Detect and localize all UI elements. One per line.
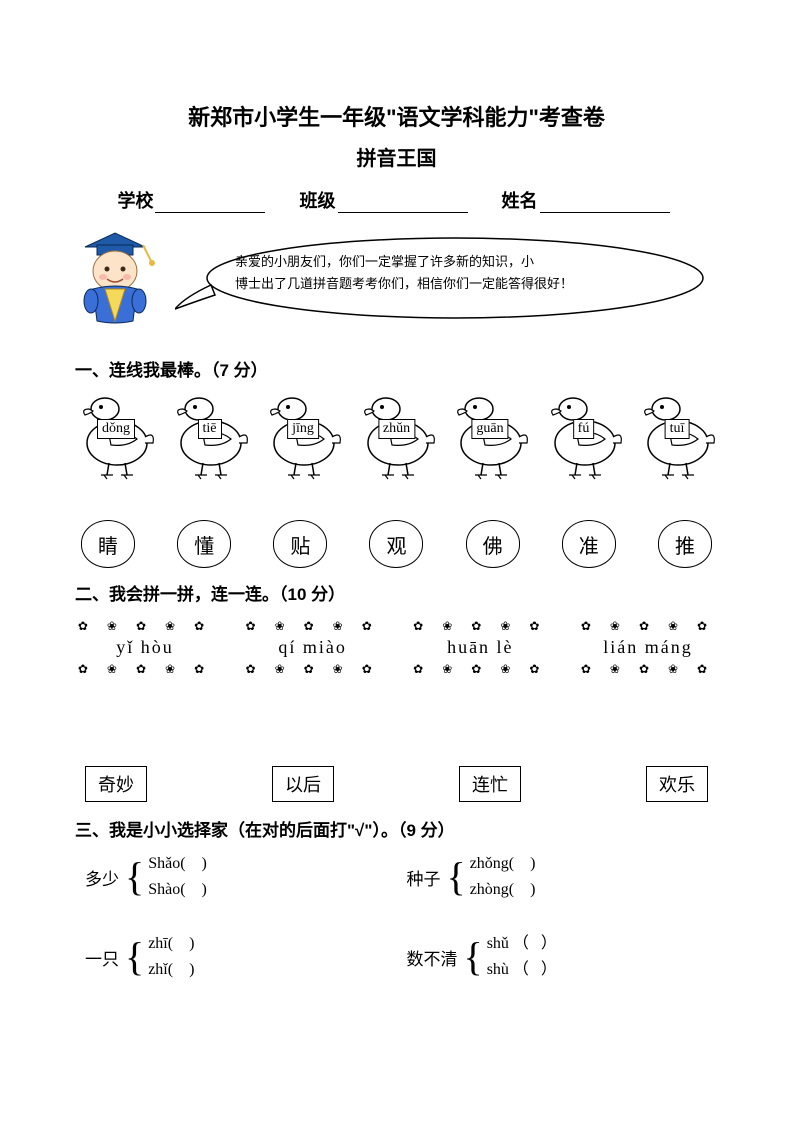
flower-box: ✿ ❀ ✿ ❀ ✿ ❀ ✿ lián máng ✿ ❀ ✿ ❀ ✿ ❀ ✿ xyxy=(578,619,718,676)
flower-pinyin: huān lè xyxy=(410,633,550,662)
duck-pinyin: dǒng xyxy=(97,419,135,439)
q3-option[interactable]: shù （ ） xyxy=(487,957,557,983)
duck-pinyin: tiē xyxy=(198,419,222,439)
bubble-line1: 亲爱的小朋友们，你们一定掌握了许多新的知识，小 xyxy=(235,251,615,273)
q3-word: 数不清 xyxy=(407,945,458,970)
q3-option[interactable]: Shào( ) xyxy=(148,877,207,903)
duck-item: jīng xyxy=(262,395,344,486)
q3-word: 种子 xyxy=(407,865,441,890)
section1-head: 一、连线我最棒。（7 分） xyxy=(75,356,718,381)
page-subtitle: 拼音王国 xyxy=(75,142,718,171)
q3-option[interactable]: zhòng( ) xyxy=(470,877,536,903)
brace-icon: { xyxy=(125,857,144,897)
q3-item: 种子 { zhǒng( ) zhòng( ) xyxy=(397,851,719,903)
duck-item: fú xyxy=(543,395,625,486)
class-blank[interactable] xyxy=(338,194,468,213)
char-circle: 佛 xyxy=(466,520,520,568)
name-label: 姓名 xyxy=(502,191,538,211)
school-blank[interactable] xyxy=(155,194,265,213)
duck-item: zhǔn xyxy=(356,395,438,486)
duck-pinyin: jīng xyxy=(287,419,319,439)
q3-option[interactable]: zhǒng( ) xyxy=(470,851,536,877)
word-box: 以后 xyxy=(272,766,334,802)
char-circle: 推 xyxy=(658,520,712,568)
char-circle: 睛 xyxy=(81,520,135,568)
char-circle: 观 xyxy=(369,520,423,568)
word-box: 连忙 xyxy=(459,766,521,802)
q3-item: 一只 { zhī( ) zhǐ( ) xyxy=(75,931,397,983)
q3-option[interactable]: zhī( ) xyxy=(148,931,194,957)
section2-head: 二、我会拼一拼，连一连。（10 分） xyxy=(75,580,718,605)
mascot-icon xyxy=(75,225,165,330)
school-label: 学校 xyxy=(117,191,153,211)
q3-option[interactable]: zhǐ( ) xyxy=(148,957,194,983)
speech-bubble: 亲爱的小朋友们，你们一定掌握了许多新的知识，小 博士出了几道拼音题考考你们，相信… xyxy=(175,235,705,321)
section3-head: 三、我是小小选择家（在对的后面打"√"）。（9 分） xyxy=(75,816,718,841)
flower-box: ✿ ❀ ✿ ❀ ✿ ❀ ✿ qí miào ✿ ❀ ✿ ❀ ✿ ❀ ✿ xyxy=(243,619,383,676)
brace-icon: { xyxy=(464,937,483,977)
brace-icon: { xyxy=(447,857,466,897)
q3-item: 数不清 { shǔ （ ） shù （ ） xyxy=(397,931,719,983)
brace-icon: { xyxy=(125,937,144,977)
q3-option[interactable]: Shǎo( ) xyxy=(148,851,207,877)
duck-pinyin: fú xyxy=(573,419,595,439)
duck-pinyin: tuī xyxy=(665,419,690,439)
flower-pinyin: lián máng xyxy=(578,633,718,662)
duck-item: tuī xyxy=(636,395,718,486)
char-circle: 准 xyxy=(562,520,616,568)
word-box: 奇妙 xyxy=(85,766,147,802)
q3-option[interactable]: shǔ （ ） xyxy=(487,931,557,957)
class-label: 班级 xyxy=(300,191,336,211)
name-blank[interactable] xyxy=(540,194,670,213)
page-title: 新郑市小学生一年级"语文学科能力"考查卷 xyxy=(75,100,718,132)
duck-pinyin: guān xyxy=(471,419,508,439)
duck-item: tiē xyxy=(169,395,251,486)
bubble-line2: 博士出了几道拼音题考考你们，相信你们一定能答得很好！ xyxy=(235,273,615,295)
q3-item: 多少 { Shǎo( ) Shào( ) xyxy=(75,851,397,903)
info-line: 学校 班级 姓名 xyxy=(75,187,718,213)
flower-pinyin: yǐ hòu xyxy=(75,633,215,662)
duck-item: dǒng xyxy=(75,395,157,486)
q3-word: 一只 xyxy=(85,945,119,970)
duck-pinyin: zhǔn xyxy=(378,419,415,439)
flower-box: ✿ ❀ ✿ ❀ ✿ ❀ ✿ yǐ hòu ✿ ❀ ✿ ❀ ✿ ❀ ✿ xyxy=(75,619,215,676)
q3-word: 多少 xyxy=(85,865,119,890)
flower-pinyin: qí miào xyxy=(243,633,383,662)
duck-item: guān xyxy=(449,395,531,486)
word-box: 欢乐 xyxy=(646,766,708,802)
char-circle: 贴 xyxy=(273,520,327,568)
char-circle: 懂 xyxy=(177,520,231,568)
flower-box: ✿ ❀ ✿ ❀ ✿ ❀ ✿ huān lè ✿ ❀ ✿ ❀ ✿ ❀ ✿ xyxy=(410,619,550,676)
